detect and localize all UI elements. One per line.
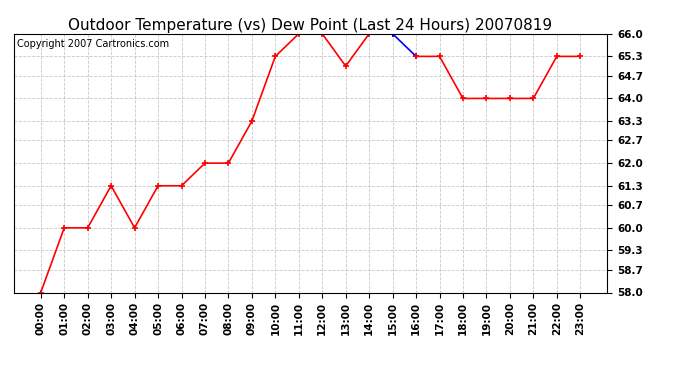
Title: Outdoor Temperature (vs) Dew Point (Last 24 Hours) 20070819: Outdoor Temperature (vs) Dew Point (Last… — [68, 18, 553, 33]
Text: Copyright 2007 Cartronics.com: Copyright 2007 Cartronics.com — [17, 39, 169, 49]
